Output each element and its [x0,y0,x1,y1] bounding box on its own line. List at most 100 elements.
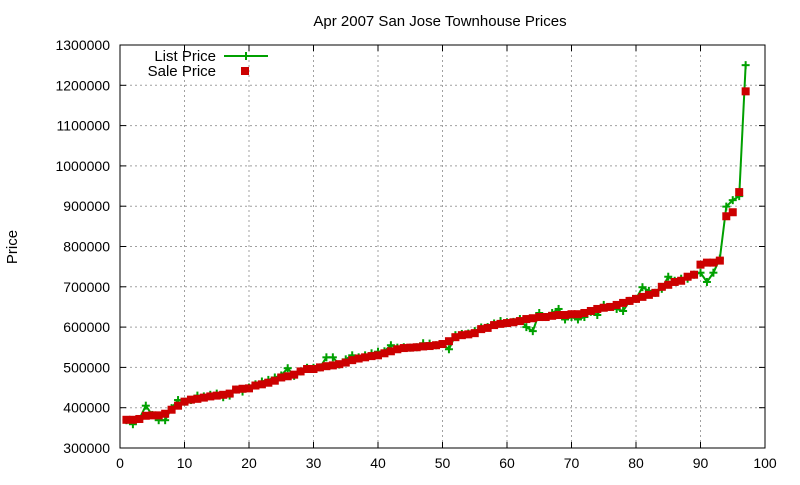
sale-price-point [696,260,705,269]
sale-price-point [354,354,363,363]
list-price-point [444,345,453,354]
sale-price-point [580,308,589,317]
sale-price-point [715,256,724,265]
plot-frame [119,44,766,449]
legend: List Price Sale Price [148,48,268,80]
list-price-point [702,277,711,286]
sale-price-point [251,381,260,390]
x-tick-label: 10 [177,455,193,471]
sale-price-point [315,363,324,372]
sale-price-point [573,310,582,319]
sale-price-point [141,411,150,420]
sale-price-point [270,376,279,385]
sale-price-point [528,314,537,323]
sale-price-point [477,325,486,334]
sale-price-point [438,340,447,349]
sale-price-point [296,367,305,376]
sale-price-point [277,373,286,382]
sale-price-point [309,365,318,374]
sale-price-point [670,277,679,286]
sale-price-point [599,303,608,312]
sale-price-point [406,343,415,352]
y-tick-label: 700000 [63,279,110,295]
sale-price-point [193,394,202,403]
sale-price-point [638,292,647,301]
sale-price-point [122,415,131,424]
sale-price-point [367,352,376,361]
list-price-point [664,272,673,281]
legend-marker-sale-price [241,67,249,75]
sale-price-point [167,405,176,414]
x-tick-label: 0 [116,455,124,471]
sale-price-point [606,302,615,311]
sale-price-point [567,310,576,319]
x-tick-label: 100 [753,455,777,471]
series-layer [122,61,750,429]
x-tick-label: 50 [435,455,451,471]
sale-price-point [644,290,653,299]
y-tick-label: 600000 [63,319,110,335]
legend-label-sale-price: Sale Price [148,63,216,80]
sale-price-point [419,342,428,351]
sale-price-point [380,349,389,358]
sale-price-point [174,401,183,410]
sale-price-point [135,414,144,423]
x-tick-label: 20 [241,455,257,471]
sale-price-point [245,384,253,393]
sale-price-point [457,331,466,340]
sale-price-point [238,384,247,393]
sale-price-point [535,313,544,322]
sale-price-point [548,311,557,320]
sale-price-point [490,321,499,330]
sale-price-point [483,323,492,332]
x-tick-label: 80 [628,455,644,471]
sale-price-point [393,345,402,354]
sale-price-point [561,311,570,320]
sale-price-point [290,370,299,379]
y-tick-label: 500000 [63,359,110,375]
sale-price-point [625,296,634,305]
sale-price-point [361,353,370,362]
y-tick-label: 1300000 [55,37,110,53]
sale-price-point [651,288,660,297]
sale-price-point [322,362,331,371]
sale-price-point [348,356,357,365]
y-tick-label: 1100000 [57,118,111,134]
sale-price-point [161,409,170,418]
list-price-point [141,401,150,410]
sale-price-point [335,360,344,369]
sale-price-point [186,395,195,404]
sale-price-point [264,378,273,387]
sale-price-point [303,365,312,374]
sale-price-point [586,306,595,315]
sale-price-point [180,397,189,406]
sale-price-point [593,304,602,313]
list-price-point [638,283,647,292]
sale-price-point [470,329,479,338]
sale-price-point [199,393,208,402]
sale-price-point [554,311,563,320]
x-tick-label: 30 [306,455,322,471]
chart-title: Apr 2007 San Jose Townhouse Prices [313,13,566,30]
sale-price-point [154,411,163,420]
sale-price-point [619,298,628,307]
sale-price-point [522,315,531,324]
sale-price-point [702,258,711,267]
sale-price-point [657,282,666,291]
sale-price-point [728,208,737,217]
sale-price-point [509,318,518,327]
list-price-point [709,268,718,277]
list-price-point [619,306,628,315]
list-price-line [125,65,747,426]
sale-price-point [232,385,241,394]
sale-price-point [283,372,292,381]
sale-price-point [664,280,673,289]
sale-price-point [374,351,382,360]
sale-price-point [412,343,421,352]
sale-price-point [612,300,621,309]
sale-price-point [257,380,266,389]
y-tick-label: 1000000 [55,158,110,174]
sale-price-point [464,330,473,339]
y-tick-label: 800000 [63,239,110,255]
sale-price-point [677,276,686,285]
